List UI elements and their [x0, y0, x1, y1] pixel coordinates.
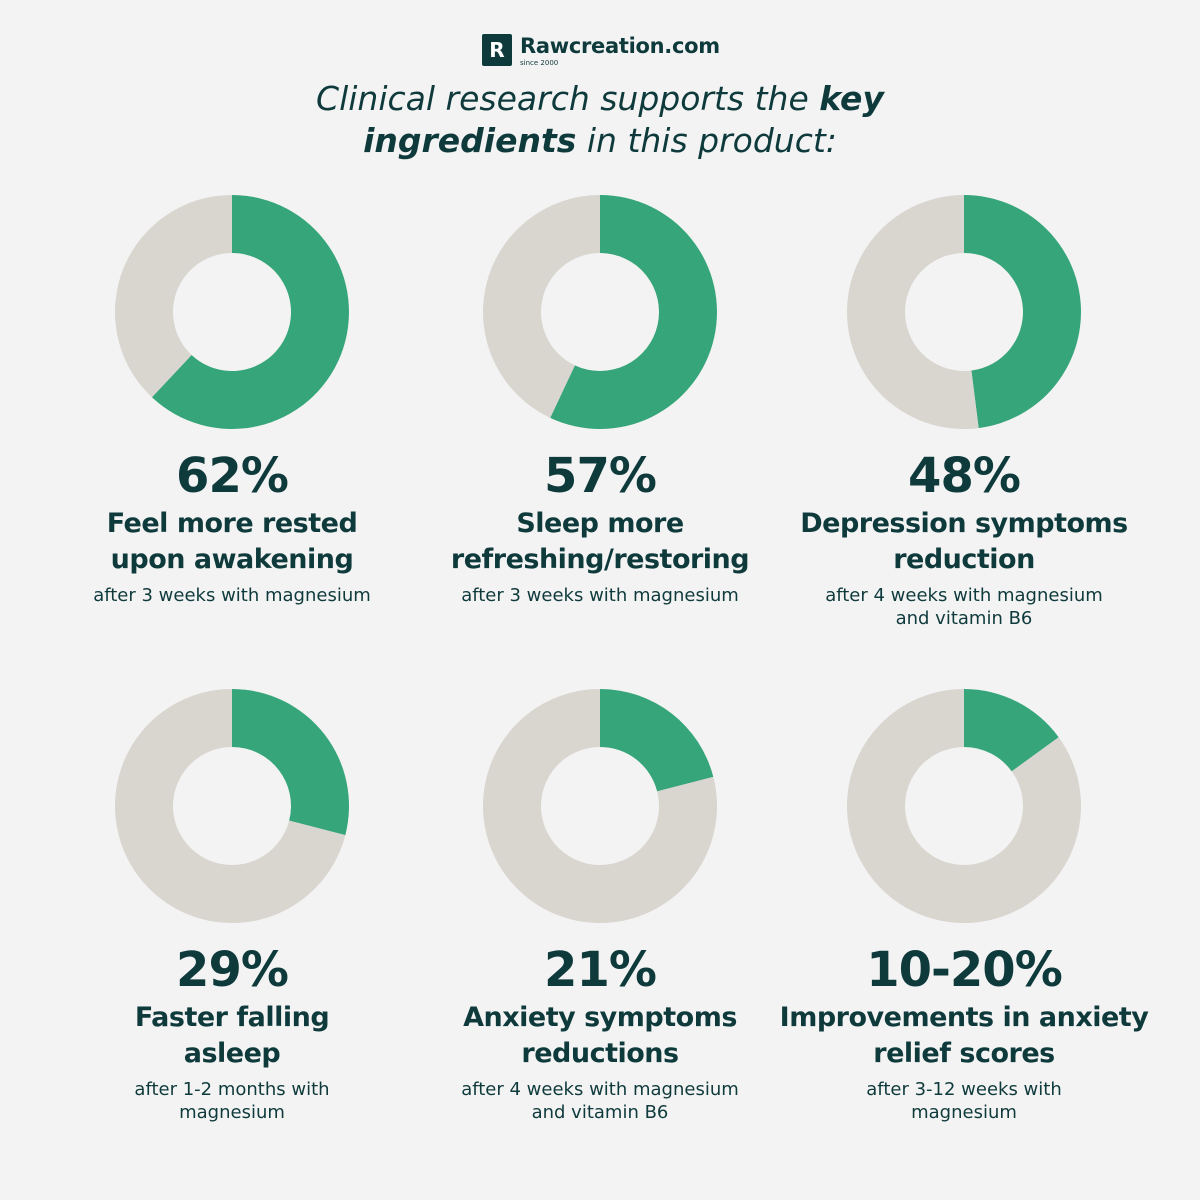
stat-label: Feel more rested upon awakening — [106, 508, 358, 575]
stat-value: 57% — [544, 448, 657, 504]
stat-note: after 3-12 weeks with magnesium — [866, 1079, 1062, 1123]
stat-label: Depression symptoms reduction — [800, 508, 1128, 575]
stat-note: after 4 weeks with magnesium and vitamin… — [825, 585, 1103, 629]
headline-bold1: key — [819, 79, 884, 118]
donut-remaining-slice — [483, 195, 600, 418]
brand-since: since 2000 — [520, 59, 559, 67]
stat-card-1: 62% Feel more rested upon awakening afte… — [42, 194, 422, 607]
donut-chart-3 — [847, 195, 1082, 429]
stat-label: Improvements in anxiety relief scores — [779, 1002, 1149, 1069]
donut-chart-2 — [483, 195, 717, 429]
donut-filled-slice — [151, 195, 349, 429]
headline-part1: Clinical research supports the — [316, 79, 820, 118]
stat-note: after 1-2 months with magnesium — [134, 1079, 330, 1123]
donut-filled-slice — [232, 689, 349, 836]
stat-value: 21% — [544, 942, 657, 998]
donut-filled-slice — [964, 195, 1082, 429]
stat-card-2: 57% Sleep more refreshing/restoring afte… — [410, 194, 790, 607]
stat-card-5: 21% Anxiety symptoms reductions after 4 … — [410, 688, 790, 1124]
stat-value: 62% — [176, 448, 289, 504]
stat-note: after 4 weeks with magnesium and vitamin… — [461, 1079, 739, 1123]
donut-chart-4 — [115, 689, 349, 923]
brand-name: Rawcreation.com — [520, 34, 720, 58]
brand-text: Rawcreation.com since 2000 — [520, 34, 720, 67]
stat-label: Faster falling asleep — [134, 1002, 330, 1069]
stat-label: Anxiety symptoms reductions — [463, 1002, 737, 1069]
stat-note: after 3 weeks with magnesium — [461, 585, 739, 606]
donut-chart-6 — [847, 689, 1081, 923]
donut-remaining-slice — [847, 195, 979, 429]
stat-value: 29% — [176, 942, 289, 998]
donut-filled-slice — [550, 195, 717, 429]
donut-filled-slice — [964, 689, 1059, 772]
donut-remaining-slice — [115, 689, 346, 923]
stat-value: 48% — [908, 448, 1021, 504]
stat-note: after 3 weeks with magnesium — [93, 585, 371, 606]
headline-bold2: ingredients — [363, 121, 577, 160]
donut-chart-1 — [115, 195, 349, 429]
page-headline: Clinical research supports the key ingred… — [200, 78, 1000, 162]
donut-chart-5 — [483, 689, 717, 923]
brand-logo: R Rawcreation.com since 2000 — [482, 34, 720, 67]
donut-remaining-slice — [115, 195, 232, 398]
donut-filled-slice — [600, 689, 714, 792]
stat-card-3: 48% Depression symptoms reduction after … — [774, 194, 1154, 630]
stat-card-6: 10-20% Improvements in anxiety relief sc… — [774, 688, 1154, 1124]
stat-card-4: 29% Faster falling asleep after 1-2 mont… — [42, 688, 422, 1124]
donut-remaining-slice — [483, 689, 717, 923]
brand-mark-icon: R — [482, 34, 512, 66]
stat-label: Sleep more refreshing/restoring — [450, 508, 750, 575]
headline-part2: in this product: — [576, 121, 837, 160]
donut-remaining-slice — [847, 689, 1081, 923]
stat-value: 10-20% — [866, 942, 1063, 998]
